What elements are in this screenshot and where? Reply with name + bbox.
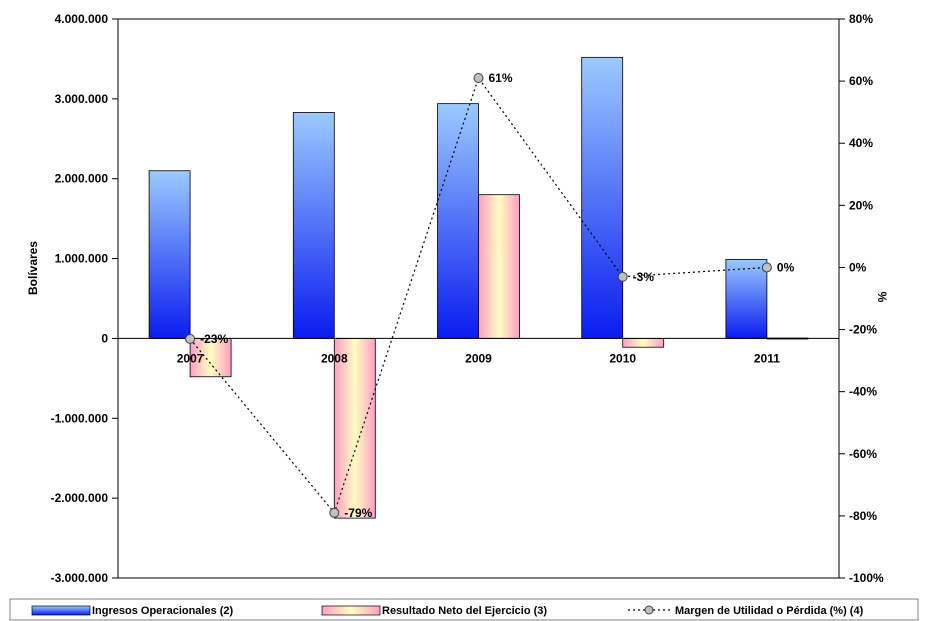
margin-data-label: -3% [633,270,655,284]
margin-marker [761,262,772,273]
right-tick-label: -100% [849,571,884,585]
bar-ingresos [725,258,768,339]
category-label: 2009 [465,351,492,365]
category-label: 2011 [754,351,780,365]
margin-data-label: 61% [489,71,513,85]
margin-data-label: 0% [777,260,795,274]
margin-data-label: -79% [344,506,372,520]
legend-label-ingresos: Ingresos Operacionales (2) [92,605,234,617]
series-margen-line: -23% -79% 61% -3% 0% [185,71,795,520]
right-tick-label: -40% [849,385,877,399]
bar-ingresos [292,112,335,339]
margin-polyline [189,76,767,514]
left-axis: 4.000.000 3.000.000 2.000.000 1.000.000 0 -1.… [51,12,118,585]
bar-resultado [622,338,665,348]
margin-marker [617,271,628,282]
legend-box [9,598,919,621]
left-tick-label: 3.000.000 [55,92,109,106]
left-tick-label: 0 [101,331,108,345]
right-tick-label: 0% [849,260,867,274]
right-tick-label: 80% [849,12,873,26]
bar-resultado [478,194,520,339]
series-ingresos-bars [148,56,768,339]
legend-swatch-resultado [321,605,381,616]
right-tick-label: 40% [849,136,873,150]
left-tick-label: -1.000.000 [51,411,109,425]
bar-resultado [333,338,376,519]
legend-label-margen: Margen de Utilidad o Pérdida (%) (4) [675,605,864,617]
right-tick-label: 20% [849,198,873,212]
left-tick-label: -2.000.000 [51,491,109,505]
legend-marker-margen [644,605,654,615]
bar-ingresos [581,56,624,339]
bar-ingresos [148,170,191,339]
margin-data-label: -23% [200,332,228,346]
right-tick-label: -60% [849,447,877,461]
margin-marker [473,73,484,84]
legend-label-resultado: Resultado Neto del Ejercicio (3) [382,605,547,617]
right-tick-label: -80% [849,509,877,523]
legend: Ingresos Operacionales (2) Resultado Net… [9,598,919,621]
legend-swatch-ingresos [31,605,91,616]
y-axis-label: Bolívares [26,241,40,295]
category-labels: 2007 2008 2009 2010 2011 [177,351,780,365]
category-label: 2010 [609,351,636,365]
bar-ingresos [437,103,479,339]
margin-marker [185,333,196,344]
left-tick-label: 1.000.000 [55,252,109,266]
right-tick-label: 60% [849,74,873,88]
left-tick-label: 2.000.000 [55,172,109,186]
series-resultado-bars [189,194,809,519]
left-tick-label: 4.000.000 [55,12,109,26]
category-label: 2008 [321,351,348,365]
right-axis: 80% 60% 40% 20% 0% -20% -40% -60% -80% -100% [839,12,884,585]
left-tick-label: -3.000.000 [51,571,109,585]
category-label: 2007 [177,351,204,365]
right-tick-label: -20% [849,323,877,337]
y2-axis-label: % [875,292,889,303]
margin-marker [329,507,340,518]
bar-resultado [189,338,232,378]
